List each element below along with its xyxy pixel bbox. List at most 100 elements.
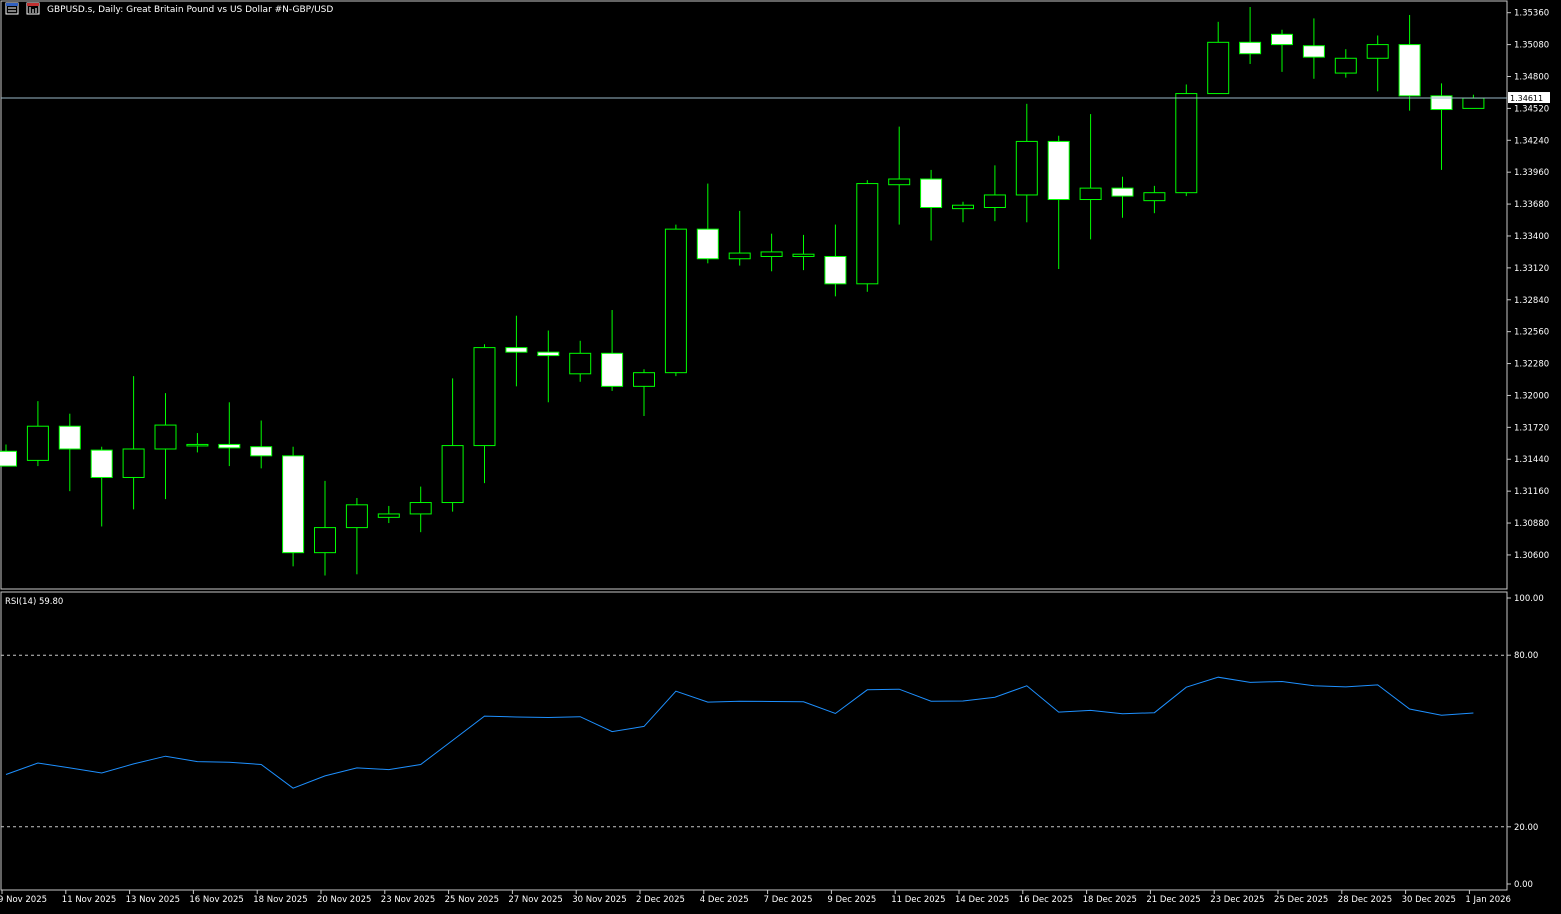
candle-body [314,527,336,554]
candle-body [633,372,655,387]
time-tick-label: 23 Dec 2025 [1210,895,1264,905]
rsi-tick-label: 0.00 [1514,880,1533,890]
candle [1239,7,1262,64]
rsi-tick-label: 100.00 [1514,594,1544,604]
rsi-panel[interactable]: RSI(14) 59.80 100.00 80.00 20.00 0.00 [0,591,1544,891]
rsi-axis: 100.00 80.00 20.00 0.00 [1507,594,1544,890]
candle-body [1366,44,1389,59]
time-tick-label: 18 Nov 2025 [253,895,307,905]
time-tick-label: 16 Nov 2025 [189,895,243,905]
candle-body [345,504,368,529]
candle-body [1302,45,1325,58]
price-tick-label: 1.30600 [1514,551,1549,561]
candle [728,210,751,266]
candle-body [601,352,624,387]
price-panel[interactable]: 1.35360 1.35080 1.34800 1.34520 1.34240 1.339… [0,0,1550,590]
price-axis: 1.35360 1.35080 1.34800 1.34520 1.34240 1.339… [1507,9,1549,561]
candle [920,169,943,241]
time-tick-label: 30 Dec 2025 [1402,895,1456,905]
time-axis: 9 Nov 2025 11 Nov 2025 13 Nov 2025 16 Nov 2… [0,890,1511,905]
candle [569,340,592,382]
time-tick-label: 16 Dec 2025 [1019,895,1073,905]
candle-body [122,448,145,478]
candle [633,369,655,416]
candle-body [441,445,464,504]
time-tick-label: 18 Dec 2025 [1083,895,1137,905]
candle-body [154,424,177,450]
current-price-tag: 1.34611 [1508,92,1550,104]
candle [888,126,911,225]
candle-body [1462,97,1485,109]
candle [1015,103,1038,223]
candle [760,233,783,272]
price-tick-label: 1.35080 [1514,41,1549,51]
rsi-panel-border [0,591,1508,891]
price-tick-label: 1.32560 [1514,328,1549,338]
price-tick-label: 1.33960 [1514,168,1549,178]
candle [1047,135,1070,270]
candle [122,376,145,510]
candle-body [537,351,560,357]
candle [282,446,305,567]
candle-body [1271,33,1293,46]
candle-body [1334,57,1357,74]
rsi-title: RSI(14) 59.80 [5,597,63,607]
time-tick-label: 7 Dec 2025 [764,895,813,905]
candle-body [1239,41,1262,55]
candle [1398,14,1421,111]
candle-body [1079,187,1102,201]
candle-body [250,446,273,457]
time-tick-label: 14 Dec 2025 [955,895,1009,905]
candle-body [1430,95,1453,111]
price-tick-label: 1.30880 [1514,519,1549,529]
candle-body [888,178,911,186]
candle [345,497,368,575]
price-tick-label: 1.34520 [1514,104,1549,114]
candles-layer [0,7,1485,576]
candle-body [1047,140,1070,201]
rsi-levels [1,654,1507,828]
candle-body [409,502,432,515]
candle [1207,21,1230,95]
candle [0,444,17,467]
chart-type-icon[interactable] [26,2,40,15]
time-tick-label: 11 Dec 2025 [891,895,945,905]
candle-body [1398,44,1421,97]
candle-body [920,178,943,208]
candle [983,165,1006,222]
time-tick-label: 9 Dec 2025 [827,895,876,905]
candle [537,330,560,403]
chart-title: GBPUSD.s, Daily: Great Britain Pound vs … [47,5,333,15]
candle-body [186,443,209,447]
time-tick-label: 23 Nov 2025 [381,895,435,905]
candle [505,315,528,387]
candle [1366,35,1389,92]
candle-body [1111,187,1134,197]
price-tick-label: 1.35360 [1514,9,1549,19]
candle-body [282,455,305,554]
candle-body [26,425,49,461]
rsi-line [5,676,1474,789]
time-tick-label: 20 Nov 2025 [317,895,371,905]
candle [824,224,847,297]
price-tick-label: 1.32280 [1514,360,1549,370]
candle [1334,49,1357,78]
candle [664,224,687,377]
candle [792,234,815,271]
candle [154,393,177,500]
candle-body [792,253,815,257]
candle [186,433,209,453]
rsi-tick-label: 20.00 [1514,823,1538,833]
price-tick-label: 1.34240 [1514,136,1549,146]
candle-body [569,352,592,375]
candle-body [473,347,496,447]
rsi-tick-label: 80.00 [1514,651,1538,661]
window-list-icon[interactable] [5,2,19,15]
price-tick-label: 1.31160 [1514,487,1549,497]
candle-body [0,450,17,467]
current-price-label: 1.34611 [1510,94,1543,103]
candle-body [824,255,847,285]
